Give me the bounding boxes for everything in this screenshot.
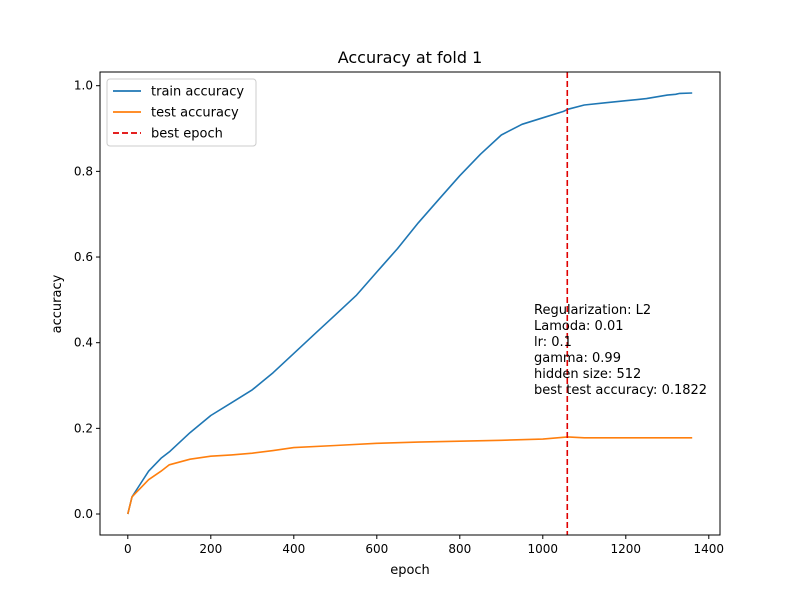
y-axis-label: accuracy (50, 274, 65, 333)
annotation-line: lr: 0.1 (534, 335, 572, 350)
annotation-line: Regularization: L2 (534, 303, 651, 318)
legend-box (106, 78, 257, 147)
axes-frame (99, 71, 721, 536)
x-tick-label: 1400 (694, 542, 725, 556)
x-tick-label: 0 (124, 542, 132, 556)
annotation-line: hidden size: 512 (534, 367, 641, 382)
y-tick-label: 0.4 (74, 336, 93, 350)
y-tick-label: 0.2 (74, 421, 93, 435)
x-tick-label: 1200 (611, 542, 642, 556)
x-axis: 0 200 400 600 800 1000 1200 1400 (124, 535, 724, 556)
legend: train accuracy test accuracy best epoch (106, 78, 257, 147)
x-tick-label: 600 (365, 542, 388, 556)
y-tick-label: 0.6 (74, 250, 93, 264)
y-tick-label: 1.0 (74, 79, 93, 93)
x-tick-label: 200 (199, 542, 222, 556)
legend-label: best epoch (151, 127, 223, 142)
x-tick-label: 400 (282, 542, 305, 556)
annotation-line: Lamoda: 0.01 (534, 319, 624, 334)
series-line-0 (127, 92, 693, 515)
annotation-line: best test accuracy: 0.1822 (534, 383, 707, 398)
y-tick-label: 0.0 (74, 507, 93, 521)
x-tick-label: 800 (448, 542, 471, 556)
x-tick-label: 1000 (528, 542, 559, 556)
chart-title: Accuracy at fold 1 (338, 48, 483, 67)
legend-label: train accuracy (151, 85, 244, 100)
plot-area (127, 72, 693, 535)
series-line-1 (127, 436, 693, 515)
y-tick-label: 0.8 (74, 164, 93, 178)
annotation-line: gamma: 0.99 (534, 351, 621, 366)
legend-label: test accuracy (151, 106, 239, 121)
x-axis-label: epoch (390, 563, 430, 578)
y-axis: 0.0 0.2 0.4 0.6 0.8 1.0 (74, 79, 100, 521)
